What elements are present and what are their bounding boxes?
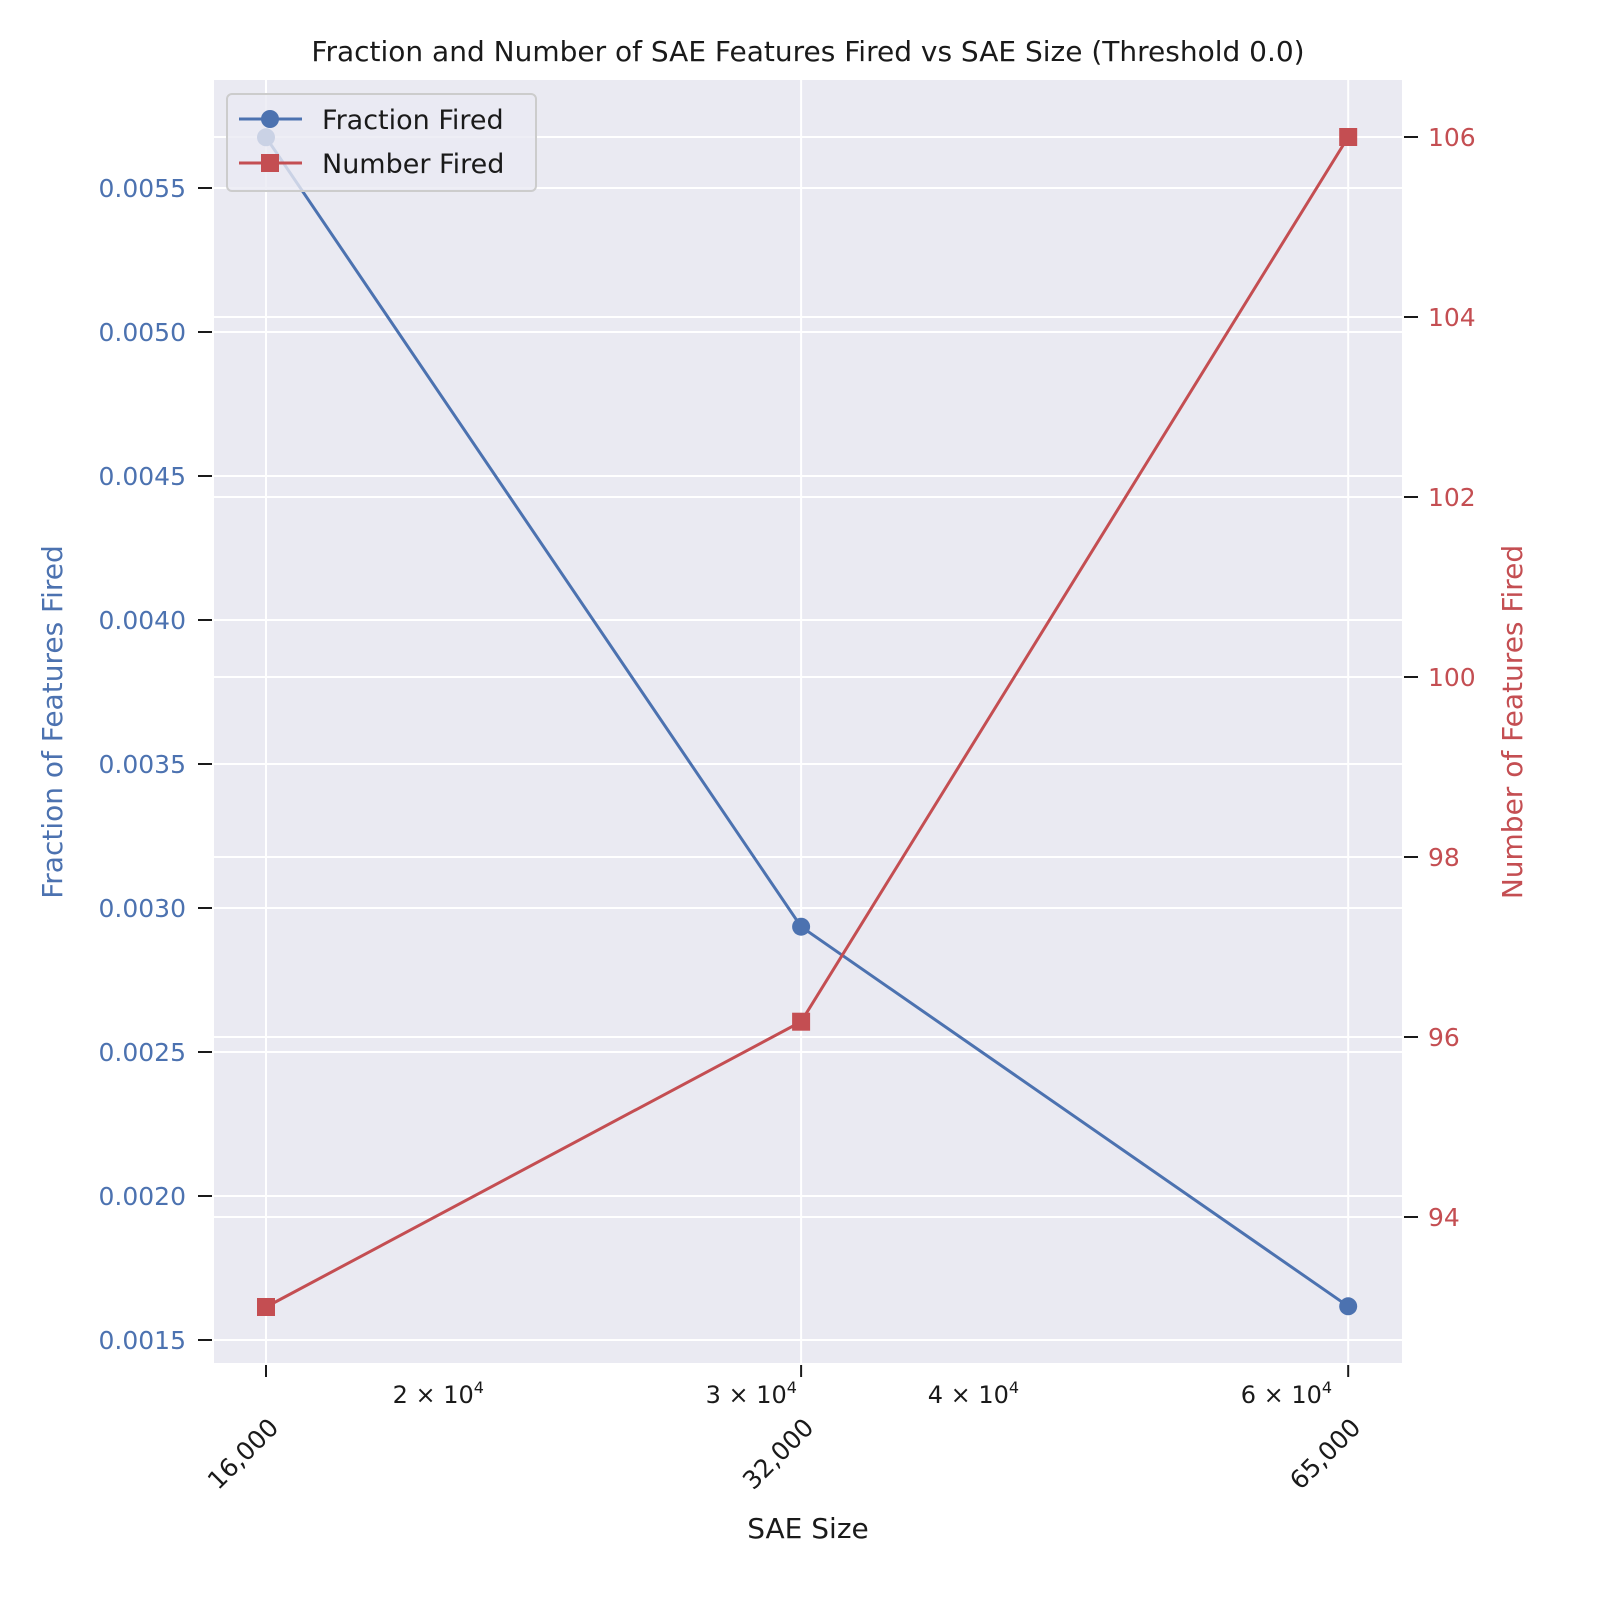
legend-label: Number Fired bbox=[322, 149, 504, 180]
legend-circle-marker-icon bbox=[261, 110, 279, 128]
legend-square-marker-icon bbox=[261, 154, 279, 172]
legend-box bbox=[226, 93, 537, 192]
x-minor-tick-exponent: 4 bbox=[787, 1378, 797, 1397]
x-minor-tick-base: 3 × 10 bbox=[706, 1381, 787, 1409]
y-right-tick-label: 102 bbox=[1428, 483, 1476, 512]
x-axis-label: SAE Size bbox=[747, 1512, 869, 1545]
data-point-square bbox=[792, 1012, 811, 1031]
y-right-tick-label: 94 bbox=[1428, 1203, 1460, 1232]
legend-label: Fraction Fired bbox=[322, 105, 504, 136]
x-minor-tick-label: 3 × 104 bbox=[706, 1378, 797, 1409]
y-right-tick-label: 96 bbox=[1428, 1023, 1460, 1052]
y-right-tick-label: 100 bbox=[1428, 663, 1476, 692]
x-tick-label: 65,000 bbox=[1284, 1413, 1366, 1495]
x-minor-tick-exponent: 4 bbox=[1322, 1378, 1332, 1397]
y-right-tick-label: 106 bbox=[1428, 123, 1476, 152]
y-left-axis-label: Fraction of Features Fired bbox=[36, 545, 69, 899]
x-minor-tick-base: 2 × 10 bbox=[393, 1381, 474, 1409]
x-minor-tick-base: 4 × 10 bbox=[928, 1381, 1009, 1409]
data-point-circle bbox=[1339, 1297, 1358, 1316]
y-left-tick-label: 0.0055 bbox=[99, 174, 186, 203]
data-point-square bbox=[257, 1298, 275, 1316]
data-point-square bbox=[1339, 128, 1358, 146]
chart-title: Fraction and Number of SAE Features Fire… bbox=[311, 35, 1304, 68]
y-right-axis-label: Number of Features Fired bbox=[1496, 545, 1529, 899]
y-left-tick-label: 0.0040 bbox=[99, 606, 186, 635]
plot-background bbox=[214, 80, 1402, 1363]
x-minor-tick-exponent: 4 bbox=[474, 1378, 484, 1397]
x-tick-label: 16,000 bbox=[202, 1413, 284, 1495]
y-left-tick-label: 0.0020 bbox=[99, 1182, 186, 1211]
x-minor-tick-base: 6 × 10 bbox=[1241, 1381, 1322, 1409]
y-left-tick-label: 0.0045 bbox=[99, 462, 186, 491]
data-point-circle bbox=[792, 917, 811, 936]
y-left-tick-label: 0.0015 bbox=[99, 1326, 186, 1355]
x-minor-tick-label: 6 × 104 bbox=[1241, 1378, 1332, 1409]
y-left-tick-label: 0.0030 bbox=[99, 894, 186, 923]
x-tick-label: 32,000 bbox=[737, 1413, 819, 1495]
x-minor-tick-exponent: 4 bbox=[1009, 1378, 1019, 1397]
y-left-tick-label: 0.0035 bbox=[99, 750, 186, 779]
x-minor-tick-label: 4 × 104 bbox=[928, 1378, 1019, 1409]
y-left-tick-label: 0.0050 bbox=[99, 318, 186, 347]
y-left-tick-label: 0.0025 bbox=[99, 1038, 186, 1067]
x-minor-tick-label: 2 × 104 bbox=[393, 1378, 484, 1409]
y-right-tick-label: 104 bbox=[1428, 303, 1476, 332]
y-right-tick-label: 98 bbox=[1428, 843, 1460, 872]
